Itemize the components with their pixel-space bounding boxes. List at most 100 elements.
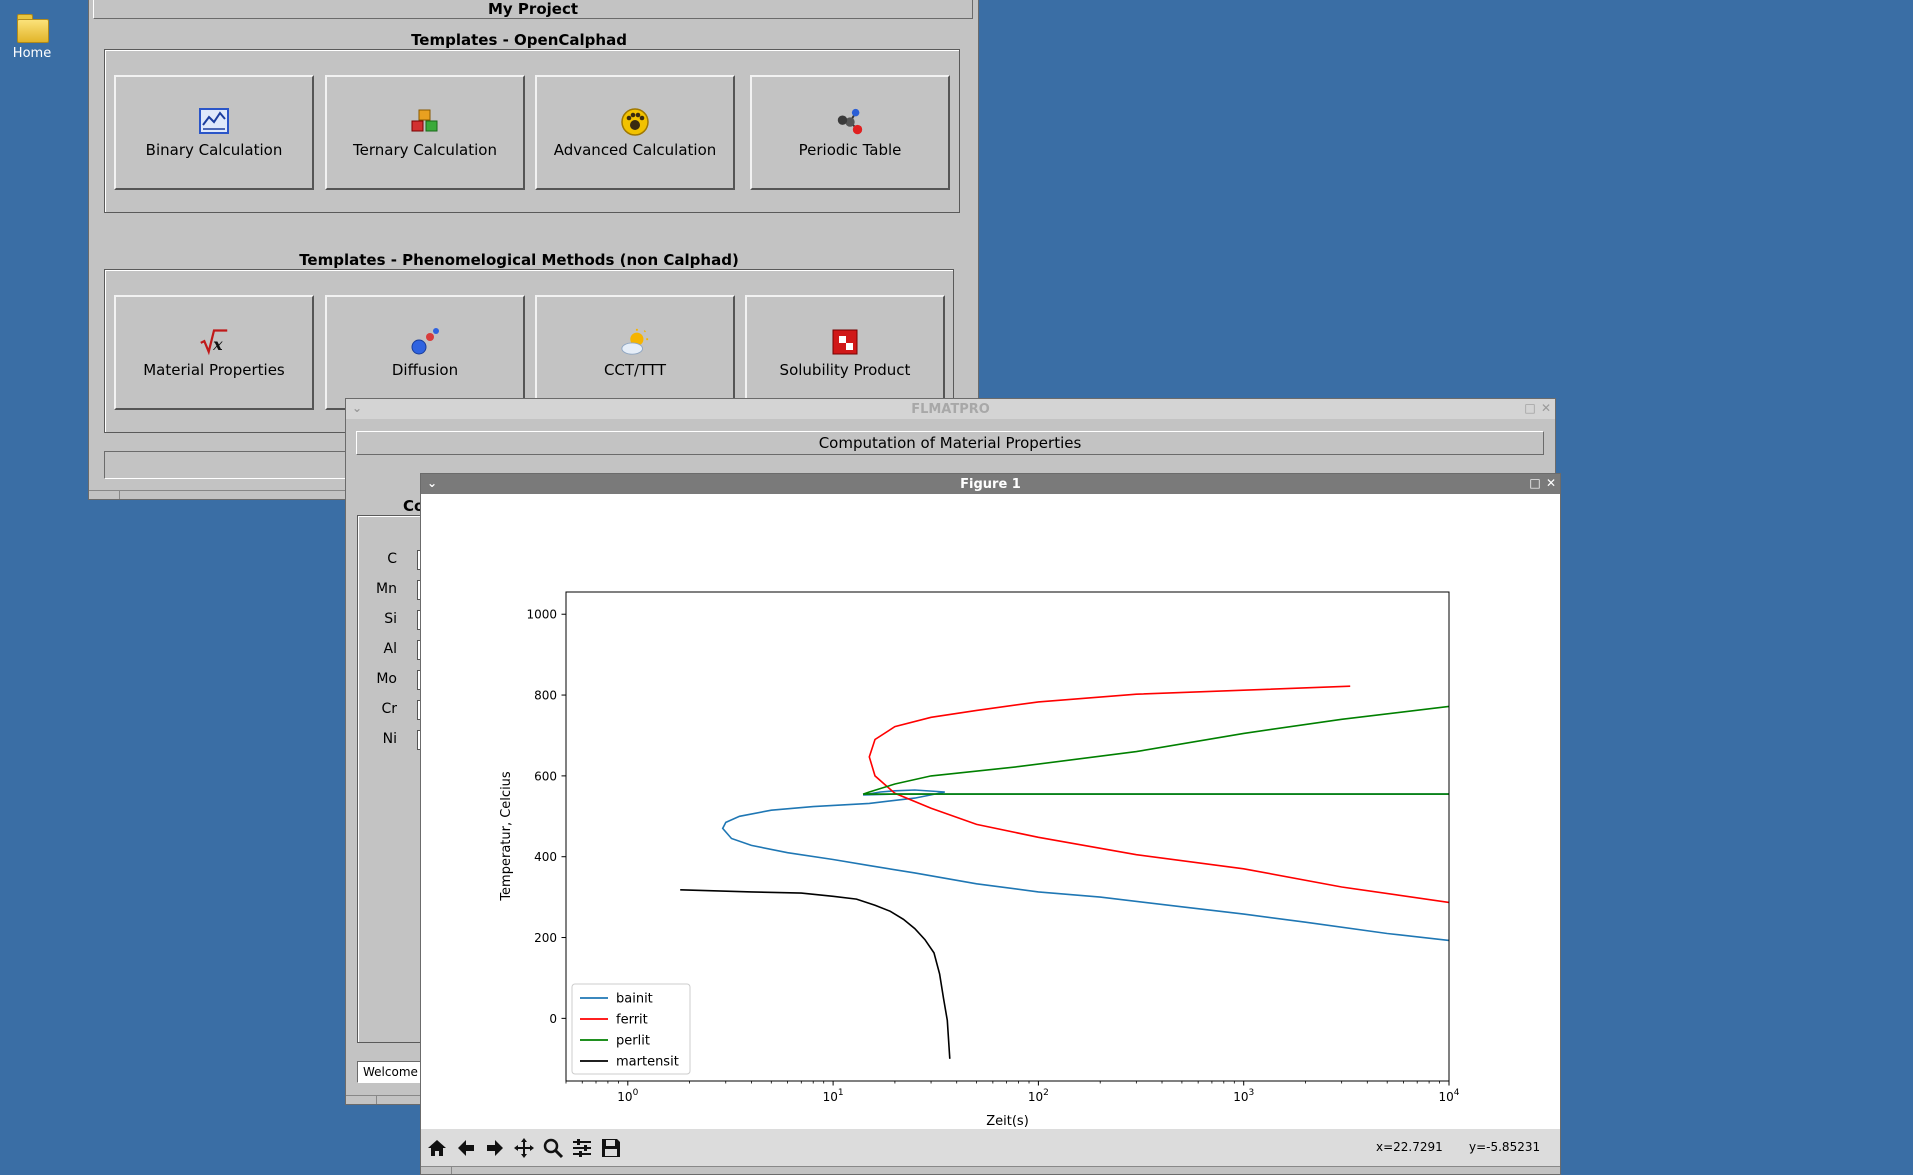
figure-toolbar: x=22.7291 y=-5.85231: [421, 1129, 1560, 1167]
advanced-calculation-label: Advanced Calculation: [553, 140, 717, 159]
maximize-icon[interactable]: □: [1529, 476, 1541, 490]
home-icon: [428, 1140, 446, 1156]
figure-title-bar: ⌄ Figure 1 □ ✕: [421, 474, 1560, 494]
y-tick-label: 800: [534, 689, 557, 703]
plot-frame: [565, 591, 1450, 1082]
pan-icon: [514, 1138, 534, 1158]
sqrt-x-icon: x: [199, 327, 229, 357]
pheno-caption: Templates - Phenomelogical Methods (non …: [299, 251, 739, 269]
diffusion-button[interactable]: Diffusion: [325, 295, 525, 410]
home-button[interactable]: [424, 1135, 450, 1161]
series-line-ferrit: [868, 685, 1449, 904]
series-line-bainit: [721, 789, 1449, 942]
checker-cube-icon: [830, 327, 860, 357]
save-icon: [602, 1139, 620, 1157]
series-line-perlit: [862, 705, 1449, 795]
flmatpro-status-field: Welcome: [357, 1061, 437, 1083]
x-tick-label: 103: [1233, 1088, 1254, 1104]
y-tick-label: 600: [534, 769, 557, 783]
ternary-calculation-label: Ternary Calculation: [353, 140, 497, 159]
x-tick-label: 100: [617, 1088, 638, 1104]
periodic-table-label: Periodic Table: [798, 140, 902, 159]
subplots-icon: [573, 1139, 591, 1157]
element-label-ni: Ni: [382, 731, 397, 747]
subplots-button[interactable]: [569, 1135, 595, 1161]
back-arrow-icon: [458, 1140, 474, 1156]
coord-y: y=-5.85231: [1469, 1140, 1541, 1154]
save-button[interactable]: [598, 1135, 624, 1161]
y-tick-label: 200: [534, 931, 557, 945]
cct-ttt-button[interactable]: CCT/TTT: [535, 295, 735, 410]
advanced-calculation-button[interactable]: Advanced Calculation: [535, 75, 735, 190]
figure-window: ⌄ Figure 1 □ ✕ 100 101 102 103 104 0 200 400 60…: [420, 473, 1561, 1175]
x-axis-label: Zeit(s): [986, 1114, 1029, 1129]
periodic-table-button[interactable]: Periodic Table: [750, 75, 950, 190]
calphad-group: [104, 49, 960, 213]
desktop-icon-home[interactable]: Home: [10, 12, 54, 72]
pan-button[interactable]: [511, 1135, 537, 1161]
x-tick-label: 104: [1438, 1088, 1459, 1104]
y-ticks: 0 200 400 600 800 1000: [526, 608, 566, 1026]
element-label-cr: Cr: [381, 701, 397, 717]
paw-icon: [620, 107, 650, 137]
y-tick-label: 0: [549, 1012, 557, 1026]
legend-label-perlit: perlit: [616, 1034, 650, 1049]
weather-icon: [620, 327, 650, 357]
folder-icon: [15, 12, 49, 44]
calphad-caption: Templates - OpenCalphad: [411, 31, 627, 49]
y-tick-label: 400: [534, 850, 557, 864]
flmatpro-title: FLMATPRO: [911, 401, 990, 417]
legend-label-martensit: martensit: [616, 1055, 679, 1070]
y-tick-label: 1000: [526, 608, 557, 622]
curves-layer: [680, 685, 1449, 1059]
element-label-mo: Mo: [376, 671, 397, 687]
ttt-chart: 100 101 102 103 104 0 200 400 600 800 1000 Zeit(s…: [499, 591, 1460, 1129]
home-label: Home: [12, 46, 52, 61]
flmatpro-status-text: Welcome: [363, 1065, 418, 1079]
minimize-icon[interactable]: ⌄: [426, 476, 438, 490]
coord-x: x=22.7291: [1376, 1140, 1443, 1154]
element-label-mn: Mn: [376, 581, 397, 597]
project-title: My Project: [488, 0, 578, 18]
element-label-al: Al: [383, 641, 397, 657]
figure-scrollbar[interactable]: [421, 1166, 1560, 1174]
flmatpro-title-bar: ⌄ FLMATPRO □ ✕: [346, 399, 1555, 419]
diffusion-label: Diffusion: [391, 360, 459, 379]
legend: bainit ferrit perlit martensit: [571, 983, 691, 1075]
x-tick-label: 102: [1028, 1088, 1049, 1104]
x-tick-label: 101: [823, 1088, 844, 1104]
flmatpro-header: Computation of Material Properties: [818, 434, 1082, 452]
flmatpro-header-bar: Computation of Material Properties: [356, 431, 1544, 455]
minimize-icon[interactable]: ⌄: [351, 401, 363, 415]
element-label-si: Si: [384, 611, 397, 627]
series-line-martensit: [680, 889, 951, 1059]
figure-title: Figure 1: [960, 476, 1021, 492]
material-properties-button[interactable]: x Material Properties: [114, 295, 314, 410]
project-title-bar: My Project: [93, 0, 973, 19]
composition-caption: Co: [403, 497, 425, 515]
svg-text:x: x: [212, 334, 223, 353]
element-label-c: C: [387, 551, 397, 567]
binary-calculation-label: Binary Calculation: [145, 140, 283, 159]
solubility-product-label: Solubility Product: [779, 360, 911, 379]
close-icon[interactable]: ✕: [1540, 401, 1552, 415]
diffusion-icon: [410, 327, 440, 357]
maximize-icon[interactable]: □: [1524, 401, 1536, 415]
cct-ttt-label: CCT/TTT: [603, 360, 667, 379]
binary-calculation-button[interactable]: Binary Calculation: [114, 75, 314, 190]
material-properties-label: Material Properties: [143, 360, 285, 379]
back-button[interactable]: [453, 1135, 479, 1161]
legend-box: [571, 983, 691, 1075]
molecule-icon: [835, 107, 865, 137]
y-axis-label: Temperatur, Celcius: [499, 771, 514, 902]
forward-arrow-icon: [487, 1140, 503, 1156]
zoom-icon: [543, 1138, 564, 1159]
forward-button[interactable]: [482, 1135, 508, 1161]
zoom-button[interactable]: [540, 1135, 566, 1161]
chart-icon: [199, 107, 229, 137]
close-icon[interactable]: ✕: [1545, 476, 1557, 490]
x-ticks: 100 101 102 103 104: [565, 1081, 1460, 1104]
legend-label-ferrit: ferrit: [616, 1013, 648, 1028]
ternary-calculation-button[interactable]: Ternary Calculation: [325, 75, 525, 190]
solubility-product-button[interactable]: Solubility Product: [745, 295, 945, 410]
